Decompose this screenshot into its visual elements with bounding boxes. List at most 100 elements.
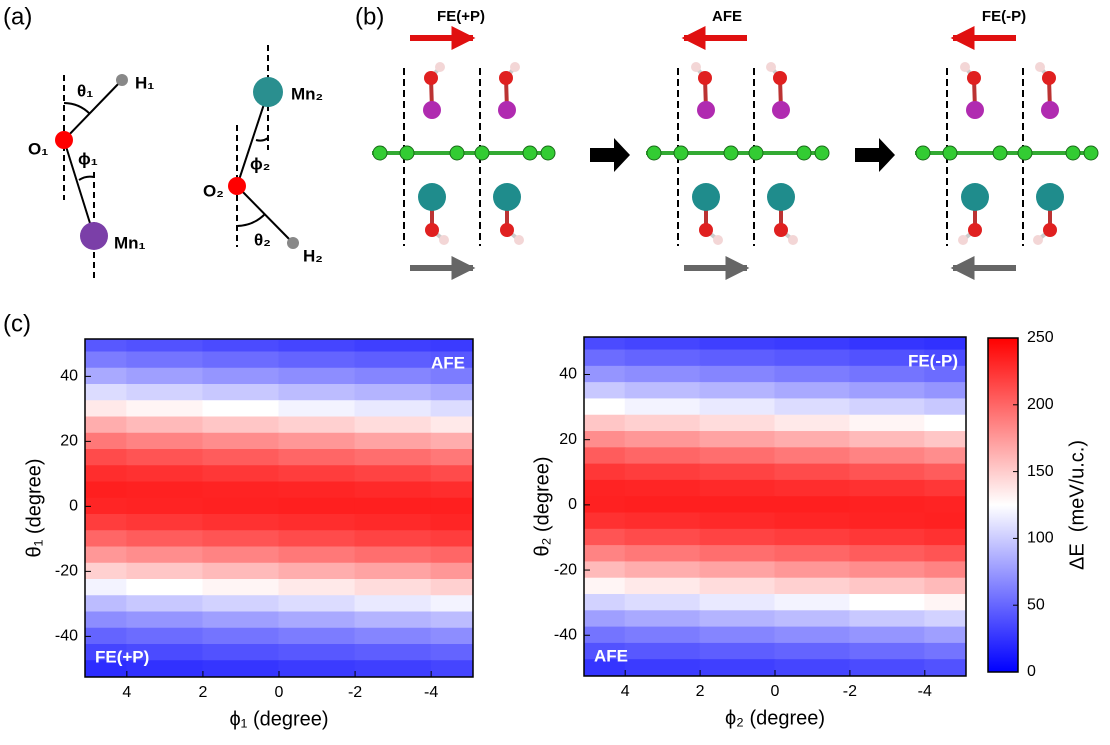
heatmap-cell <box>202 514 280 532</box>
heatmap-cell <box>430 660 473 677</box>
x-tick-label: 4 <box>122 684 131 701</box>
heatmap-cell <box>126 514 204 532</box>
heatmap-cell <box>699 642 776 661</box>
atom-mn <box>1036 183 1064 211</box>
heatmap-cell <box>849 642 926 661</box>
heatmap-cell <box>278 367 356 385</box>
heatmap-cell <box>354 339 432 353</box>
atom-o <box>774 223 788 237</box>
atom-mn <box>253 77 283 107</box>
heatmap-cell <box>624 365 701 384</box>
colorbar-label: ΔE (meV/u.c.) <box>1066 440 1088 570</box>
panel-label: (a) <box>3 3 32 30</box>
atom-c <box>372 145 388 161</box>
heatmap-cell <box>202 611 280 629</box>
atom-o <box>424 71 438 85</box>
heatmap-cell <box>624 642 701 661</box>
heatmap-cell <box>584 431 626 449</box>
heatmap-cell <box>849 365 926 384</box>
atom-mn <box>80 222 108 250</box>
atom-c <box>1083 145 1099 161</box>
atom-h <box>691 62 701 72</box>
atom-c <box>796 145 812 161</box>
heatmap-cell <box>354 514 432 532</box>
heatmap-cell <box>202 595 280 613</box>
heatmap-cell <box>924 594 966 612</box>
atom-h <box>958 235 968 245</box>
heatmap-cell <box>624 496 701 514</box>
atom-mn <box>493 183 521 211</box>
heatmap-cell <box>354 481 432 499</box>
heatmap-cell <box>924 431 966 449</box>
heatmap-cell <box>126 644 204 662</box>
atom-h <box>766 62 776 72</box>
heatmap-cell <box>774 414 851 433</box>
angle-label: θ₂ <box>254 230 271 249</box>
y-tick-label: -20 <box>554 561 577 578</box>
heatmap-cell <box>354 465 432 483</box>
heatmap-cell <box>849 349 926 367</box>
heatmap-cell <box>430 339 473 353</box>
atom-c <box>1065 145 1081 161</box>
heatmap-cell <box>584 610 626 628</box>
heatmap-cell <box>354 660 432 677</box>
atom-h <box>439 235 449 245</box>
heatmap-cell <box>699 594 776 612</box>
y-axis-label: θ₂ (degree) <box>531 456 553 556</box>
heatmap-cell <box>924 528 966 547</box>
heatmap-cell <box>624 545 701 563</box>
state-label: AFE <box>712 8 742 25</box>
heatmap-cell <box>278 579 356 597</box>
atom-mn <box>692 183 720 211</box>
heatmap-cell <box>202 465 280 483</box>
heatmap-cell <box>202 432 280 450</box>
heatmap-cell <box>354 432 432 450</box>
heatmap-cell <box>430 611 473 629</box>
heatmap-cell <box>774 496 851 514</box>
x-tick-label: 0 <box>275 684 284 701</box>
y-tick-label: 40 <box>559 366 577 383</box>
heatmap-cell <box>202 400 280 418</box>
heatmap-cell <box>584 337 626 351</box>
atom-c <box>942 145 958 161</box>
heatmap-cell <box>430 579 473 597</box>
heatmap-cell <box>354 530 432 548</box>
angle-label: ϕ₁ <box>78 149 98 168</box>
heatmap-cell <box>699 337 776 351</box>
heatmap-cell <box>849 463 926 481</box>
heatmap-cell <box>126 611 204 629</box>
heatmap-cell <box>774 479 851 498</box>
heatmap-cell <box>126 595 204 613</box>
heatmap-cell <box>699 626 776 644</box>
panel-label: (c) <box>3 310 31 337</box>
heatmap-cell <box>849 337 926 351</box>
heatmap-cell <box>278 611 356 629</box>
heatmap-cell <box>774 659 851 676</box>
heatmap-cell <box>584 365 626 384</box>
heatmap-cell <box>202 497 280 515</box>
heatmap-cell <box>126 367 204 385</box>
atom-c <box>723 145 739 161</box>
heatmap-cell <box>354 400 432 418</box>
heatmap <box>584 337 966 676</box>
heatmap-cell <box>126 562 204 580</box>
heatmap-cell <box>849 561 926 579</box>
atom-o <box>699 223 713 237</box>
x-tick-label: 2 <box>696 683 705 700</box>
heatmap-cell <box>774 431 851 449</box>
heatmap-cell <box>699 496 776 514</box>
x-tick-label: -2 <box>348 684 362 701</box>
heatmap-cell <box>354 449 432 467</box>
heatmap-cell <box>924 642 966 661</box>
heatmap-cell <box>85 660 128 677</box>
atom-mn <box>1041 101 1059 119</box>
heatmap-cell <box>430 400 473 418</box>
heatmap-cell <box>624 382 701 400</box>
heatmap-cell <box>584 528 626 547</box>
heatmap-cell <box>924 496 966 514</box>
atom-c <box>1017 145 1033 161</box>
heatmap-cell <box>774 561 851 579</box>
